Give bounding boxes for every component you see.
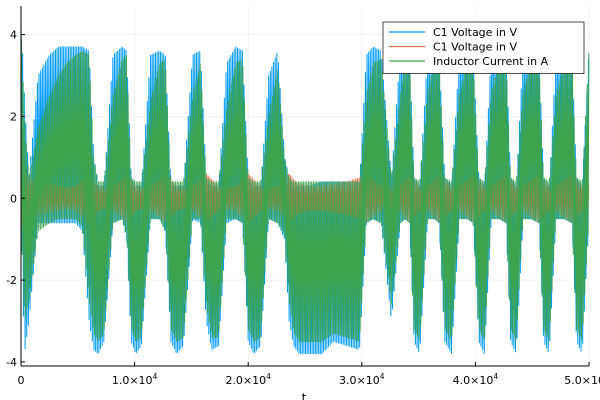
axes	[20, 6, 590, 367]
y-tick-labels: -4 -2 0 2 4	[6, 29, 17, 369]
legend-entry-label: Inductor Current in A	[433, 55, 549, 68]
series-layer	[20, 14, 590, 355]
x-tick-label: 3.0×104	[339, 372, 385, 387]
y-tick-label: 0	[10, 192, 17, 205]
legend-box	[382, 21, 585, 74]
x-tick-label: 4.0×104	[453, 372, 499, 387]
x-tick-label: 2.0×104	[225, 372, 271, 387]
legend-entry-label: C1 Voltage in V	[433, 41, 517, 54]
x-tick-label: 5.0×104	[564, 372, 600, 387]
x-tick-label: 0	[18, 374, 25, 387]
y-tick-label: 4	[10, 29, 17, 42]
x-tick-labels: 0 1.0×104 2.0×104 3.0×104 4.0×104 5.0×104	[18, 372, 600, 387]
series-line-3	[20, 38, 590, 342]
y-tick-label: -4	[6, 356, 17, 369]
y-tick-label: 2	[10, 110, 17, 123]
y-tick-label: -2	[6, 274, 17, 287]
legend-entry-label: C1 Voltage in V	[433, 26, 517, 39]
x-axis-label: t	[302, 391, 307, 400]
x-tick-label: 1.0×104	[112, 372, 158, 387]
